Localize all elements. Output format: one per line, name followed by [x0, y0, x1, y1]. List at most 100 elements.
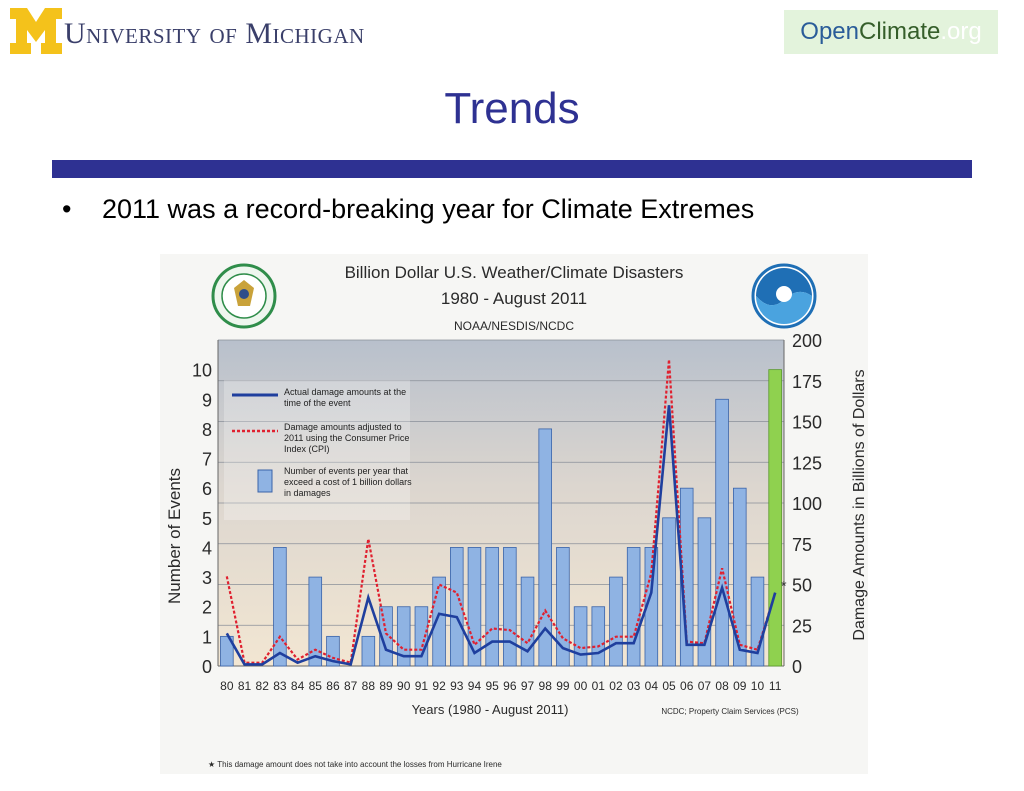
- event-bar: [432, 576, 446, 667]
- adjusted-damage-line: [225, 359, 777, 665]
- y2-axis-label: Damage Amounts in Billions of Dollars: [851, 369, 868, 640]
- event-bar: [679, 487, 694, 667]
- event-bar: [485, 547, 499, 667]
- event-bar: [768, 369, 782, 667]
- x-tick-label: 92: [432, 679, 446, 693]
- event-bar: [715, 398, 729, 667]
- x-axis-ticks: 80 81 82 83 84 85 86 87 88 89 90 91 92 93 94 95 96 97 98 99…: [220, 679, 782, 693]
- openclimate-badge: OpenClimate.org: [784, 10, 998, 54]
- y2-tick-label: 50: [792, 576, 812, 596]
- event-bar: [733, 487, 747, 667]
- x-tick-label: 89: [379, 679, 393, 693]
- x-axis-label: Years (1980 - August 2011): [412, 702, 569, 717]
- chart-source-top: NOAA/NESDIS/NCDC: [454, 319, 574, 333]
- y-tick-label: 10: [192, 361, 212, 381]
- x-tick-label: 82: [256, 679, 270, 693]
- x-tick-label: 93: [450, 679, 464, 693]
- damage-lines: *: [225, 359, 787, 666]
- event-bar: [556, 547, 570, 667]
- event-bar: [697, 517, 712, 667]
- event-bar: [273, 547, 287, 667]
- event-bar: [520, 576, 535, 667]
- legend-adjusted-label-box: Damage amounts adjusted to 2011 using th…: [284, 422, 410, 454]
- chart-source-bottom: NCDC; Property Claim Services (PCS): [661, 707, 799, 716]
- y-axis-ticks: 0 1 2 3 4 5 6 7 8 9 10: [192, 361, 212, 677]
- y2-tick-label: 200: [792, 331, 822, 351]
- y-axis-label: Number of Events: [165, 468, 184, 604]
- x-tick-label: 91: [415, 679, 429, 693]
- x-tick-label: 99: [556, 679, 570, 693]
- x-tick-label: 87: [344, 679, 358, 693]
- y-tick-label: 4: [202, 538, 212, 558]
- legend-bar-label: Number of events per year that exceed a …: [284, 466, 412, 498]
- event-bar: [220, 635, 234, 667]
- slide-title: Trends: [444, 84, 580, 133]
- x-tick-label: 11: [769, 679, 782, 693]
- legend-bar-swatch: [257, 469, 273, 493]
- event-bar: [361, 635, 376, 667]
- badge-org: .org: [940, 18, 982, 45]
- legend-bar-label-box: Number of events per year that exceed a …: [284, 466, 412, 498]
- x-tick-label: 85: [309, 679, 323, 693]
- x-tick-label: 95: [485, 679, 499, 693]
- x-tick-label: 01: [592, 679, 606, 693]
- x-tick-label: 96: [503, 679, 517, 693]
- y-tick-label: 1: [202, 627, 212, 647]
- x-tick-label: 94: [468, 679, 482, 693]
- block-m-icon: [10, 8, 62, 54]
- bullet-text: 2011 was a record-breaking year for Clim…: [102, 194, 755, 224]
- x-tick-label: 98: [539, 679, 553, 693]
- x-tick-label: 09: [733, 679, 747, 693]
- event-bar: [609, 576, 623, 667]
- x-tick-label: 04: [645, 679, 659, 693]
- y2-tick-label: 125: [792, 453, 822, 473]
- y2-tick-label: 25: [792, 616, 812, 636]
- event-bar: [396, 606, 411, 667]
- event-bar: [538, 428, 552, 667]
- x-tick-label: 10: [751, 679, 765, 693]
- event-bar: [573, 606, 588, 667]
- y-tick-label: 5: [202, 509, 212, 529]
- noaa-logo-icon: [751, 263, 817, 329]
- x-tick-label: 00: [574, 679, 588, 693]
- x-tick-label: 07: [698, 679, 712, 693]
- x-tick-label: 05: [662, 679, 676, 693]
- event-bar: [644, 547, 659, 667]
- chart-subtitle: 1980 - August 2011: [441, 289, 587, 308]
- actual-damage-line: [225, 405, 777, 666]
- x-tick-label: 03: [627, 679, 641, 693]
- badge-climate: Climate: [859, 18, 941, 45]
- legend-actual-label: Actual damage amounts at the time of the…: [284, 387, 407, 408]
- chart-legend: Actual damage amounts at the time of the…: [224, 380, 412, 520]
- y-tick-label: 6: [202, 479, 212, 499]
- university-logo: University of Michigan: [10, 6, 365, 54]
- title-divider: [52, 160, 972, 178]
- y2-tick-label: 150: [792, 413, 822, 433]
- doc-seal-icon: [211, 263, 277, 329]
- x-tick-label: 02: [609, 679, 623, 693]
- x-tick-label: 90: [397, 679, 411, 693]
- university-name: University of Michigan: [64, 17, 365, 50]
- event-bar: [662, 517, 676, 667]
- event-bar: [503, 547, 517, 667]
- disasters-chart: Billion Dollar U.S. Weather/Climate Disa…: [165, 263, 868, 769]
- x-tick-label: 86: [326, 679, 340, 693]
- y-tick-label: 0: [202, 657, 212, 677]
- event-bar: [591, 606, 606, 667]
- x-tick-label: 84: [291, 679, 305, 693]
- irene-annotation-marker: *: [781, 578, 787, 594]
- chart-frame: Billion Dollar U.S. Weather/Climate Disa…: [160, 254, 868, 774]
- y2-tick-label: 75: [792, 535, 812, 555]
- chart-title: Billion Dollar U.S. Weather/Climate Disa…: [345, 263, 684, 282]
- bullet-item: • 2011 was a record-breaking year for Cl…: [62, 194, 754, 225]
- legend-adjusted-label: Damage amounts adjusted to 2011 using th…: [284, 422, 410, 454]
- x-tick-label: 80: [220, 679, 234, 693]
- y-tick-label: 2: [202, 598, 212, 618]
- legend-background: [224, 380, 410, 520]
- y-tick-label: 8: [202, 420, 212, 440]
- y-tick-label: 7: [202, 450, 212, 470]
- event-bar: [467, 547, 482, 667]
- y2-tick-label: 175: [792, 372, 822, 392]
- y-tick-label: 9: [202, 390, 212, 410]
- y2-tick-label: 0: [792, 657, 802, 677]
